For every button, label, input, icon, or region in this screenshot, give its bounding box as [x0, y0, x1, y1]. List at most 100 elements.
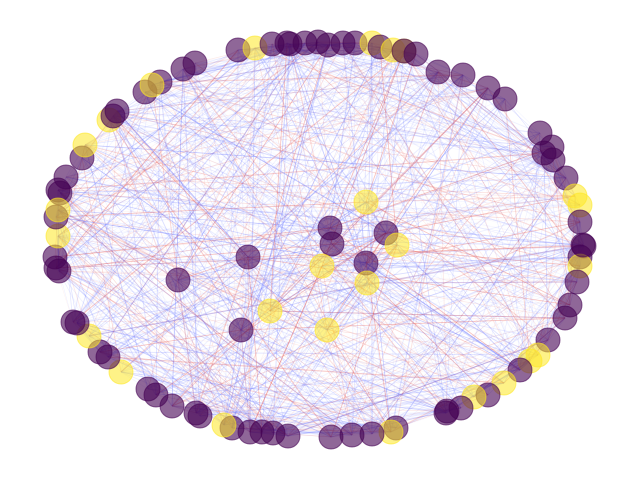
- node-purple: [100, 103, 126, 129]
- edge-blue: [286, 42, 567, 179]
- edge-red: [231, 49, 239, 429]
- edge-red: [261, 265, 323, 433]
- edge-blue: [81, 157, 225, 426]
- edge-red: [269, 310, 566, 319]
- node-purple: [391, 38, 417, 64]
- edge-red: [55, 216, 531, 362]
- edge-blue: [519, 159, 554, 371]
- edge-red: [84, 144, 331, 229]
- edge-red: [155, 42, 344, 396]
- edge-red: [54, 204, 581, 258]
- edge-blue: [365, 152, 545, 203]
- edge-blue: [182, 68, 201, 417]
- edge-blue: [57, 42, 306, 191]
- edge-red: [177, 44, 329, 281]
- edge-blue: [390, 281, 578, 433]
- edge-blue: [286, 42, 545, 154]
- edge-blue: [112, 115, 197, 414]
- edge-blue: [116, 110, 157, 396]
- edge-blue: [84, 144, 584, 246]
- edge-red: [88, 47, 256, 337]
- node-purple: [319, 231, 345, 257]
- edge-blue: [287, 282, 368, 437]
- edge-blue: [351, 42, 373, 436]
- edge-blue: [247, 256, 521, 371]
- edge-blue: [365, 53, 417, 264]
- edge-blue: [76, 322, 448, 412]
- edge-blue: [112, 115, 242, 331]
- edge-red: [99, 42, 306, 353]
- edge-red: [88, 335, 521, 371]
- edge-blue: [58, 50, 405, 272]
- edge-blue: [199, 339, 549, 417]
- edge-blue: [84, 144, 567, 179]
- edge-blue: [57, 235, 531, 362]
- edge-blue: [240, 329, 392, 433]
- edge-blue: [55, 267, 157, 396]
- edge-red: [59, 192, 581, 223]
- edge-red: [171, 329, 242, 407]
- edge-red: [289, 43, 333, 245]
- edge-blue: [327, 44, 581, 206]
- edge-blue: [112, 115, 271, 312]
- edge-blue: [261, 329, 328, 433]
- edge-red: [72, 317, 566, 323]
- edge-red: [58, 270, 353, 436]
- edge-blue: [223, 44, 329, 426]
- edge-blue: [159, 81, 554, 161]
- edge-red: [120, 71, 439, 373]
- edge-blue: [365, 262, 521, 371]
- edge-blue: [155, 262, 367, 396]
- edge-blue: [107, 356, 447, 414]
- edge-blue: [57, 235, 289, 437]
- edge-blue: [199, 382, 505, 417]
- edge-blue: [223, 382, 505, 426]
- edge-blue: [112, 115, 289, 437]
- edge-blue: [116, 74, 464, 112]
- edge-blue: [76, 43, 273, 324]
- edge-blue: [116, 110, 249, 258]
- edge-blue: [329, 195, 576, 229]
- edge-red: [159, 74, 464, 83]
- edge-blue: [240, 265, 323, 331]
- edge-blue: [237, 49, 521, 371]
- edge-blue: [487, 146, 553, 396]
- edge-red: [171, 50, 405, 407]
- edge-blue: [147, 388, 448, 412]
- edge-blue: [120, 244, 584, 373]
- edge-blue: [144, 91, 333, 245]
- edge-blue: [57, 235, 373, 435]
- edge-blue: [194, 62, 554, 161]
- edge-red: [57, 209, 271, 312]
- edge-blue: [365, 262, 521, 371]
- edge-blue: [504, 98, 521, 371]
- edge-blue: [195, 317, 566, 414]
- edge-red: [240, 74, 464, 331]
- node-purple: [235, 244, 261, 270]
- edge-blue: [171, 42, 288, 407]
- edge-red: [240, 317, 566, 331]
- edge-blue: [57, 189, 242, 331]
- edge-blue: [88, 204, 581, 337]
- edge-blue: [57, 42, 344, 211]
- edge-blue: [254, 47, 553, 148]
- edge-blue: [58, 270, 179, 281]
- edge-blue: [159, 81, 462, 409]
- edge-red: [287, 132, 541, 437]
- edge-red: [84, 144, 581, 267]
- edge-red: [223, 265, 323, 426]
- edge-blue: [55, 71, 439, 269]
- edge-red: [171, 221, 581, 407]
- edge-blue: [58, 42, 288, 272]
- edge-blue: [116, 74, 464, 112]
- edge-blue: [76, 42, 373, 324]
- edge-red: [81, 157, 122, 373]
- node-purple: [183, 400, 209, 426]
- edge-blue: [366, 49, 394, 284]
- edge-blue: [504, 98, 539, 356]
- edge-blue: [287, 339, 549, 437]
- edge-blue: [272, 282, 368, 434]
- edge-blue: [254, 47, 274, 434]
- edge-blue: [54, 256, 274, 434]
- edge-red: [342, 42, 373, 435]
